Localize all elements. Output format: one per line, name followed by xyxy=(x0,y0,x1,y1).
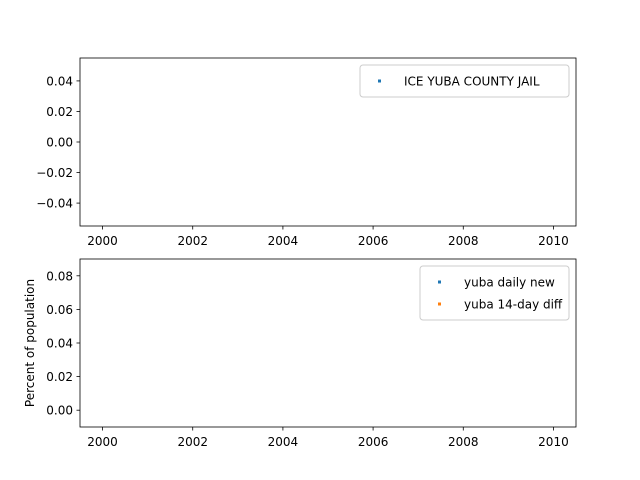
x-tick-label: 2004 xyxy=(268,435,299,449)
y-tick-label: −0.02 xyxy=(36,166,73,180)
x-tick-label: 2002 xyxy=(177,234,208,248)
y-tick-label: 0.04 xyxy=(46,74,73,88)
y-tick-label: 0.06 xyxy=(46,303,73,317)
subplots: 2000 2002 2004 2006 2008 2010 0.04 0.02 0.00 −0.0… xyxy=(23,57,577,449)
x-tick-label: 2002 xyxy=(177,435,208,449)
x-tick-label: 2006 xyxy=(358,435,389,449)
x-tick-label: 2010 xyxy=(538,435,569,449)
legend-label: yuba daily new xyxy=(464,276,555,290)
legend: ICE YUBA COUNTY JAIL xyxy=(359,64,570,98)
y-tick-label: 0.02 xyxy=(46,370,73,384)
legend-box xyxy=(359,64,570,98)
x-tick-label: 2010 xyxy=(538,234,569,248)
legend-marker xyxy=(378,79,381,83)
legend-label: ICE YUBA COUNTY JAIL xyxy=(404,75,540,89)
legend-label: yuba 14-day diff xyxy=(464,298,563,312)
legend-marker xyxy=(438,280,441,284)
subplot-1: 2000 2002 2004 2006 2008 2010 0.04 0.02 0.00 −0.0… xyxy=(36,57,577,248)
legend: yuba daily new yuba 14-day diff xyxy=(419,265,570,321)
y-tick-label: 0.08 xyxy=(46,269,73,283)
y-tick-label: 0.00 xyxy=(46,136,73,150)
y-tick-label: 0.04 xyxy=(46,337,73,351)
x-tick-label: 2004 xyxy=(268,234,299,248)
y-axis-title: Percent of population xyxy=(23,279,37,407)
y-tick-label: −0.04 xyxy=(36,197,73,211)
x-tick-label: 2008 xyxy=(448,435,479,449)
legend-box xyxy=(419,265,570,321)
x-tick-label: 2006 xyxy=(358,234,389,248)
x-tick-label: 2000 xyxy=(87,435,118,449)
x-tick-label: 2008 xyxy=(448,234,479,248)
legend-marker xyxy=(438,302,441,306)
subplot-2: 2000 2002 2004 2006 2008 2010 0.08 0.06 0.04 0.02… xyxy=(23,258,577,449)
x-tick-label: 2000 xyxy=(87,234,118,248)
y-tick-label: 0.00 xyxy=(46,404,73,418)
y-tick-label: 0.02 xyxy=(46,105,73,119)
